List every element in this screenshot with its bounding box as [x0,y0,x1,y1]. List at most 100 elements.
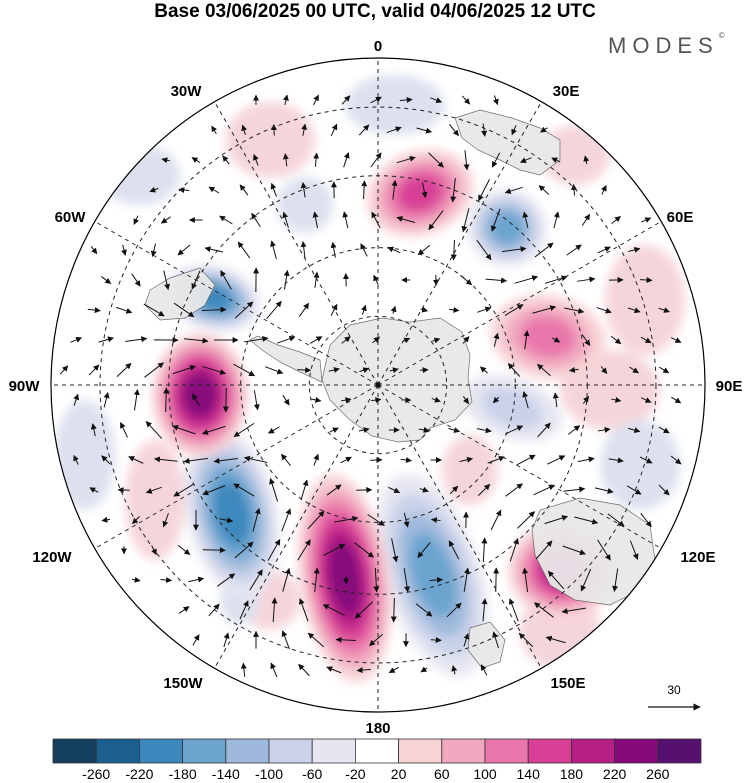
anomaly-positive-15E-contour [397,174,443,212]
wind-vector [532,305,557,314]
wind-vector [553,211,560,229]
wind-vector [360,243,368,257]
colorbar-tick-label: -180 [169,766,197,782]
wind-vector [581,213,591,226]
wind-vector [252,507,261,532]
wind-vector [372,336,381,344]
wind-vector [216,573,236,587]
wind-vector [388,666,399,674]
colorbar-tick-label: -260 [82,766,110,782]
wind-vector [358,124,370,136]
wind-vector [477,306,492,313]
wind-vector [313,453,320,466]
colorbar-swatch [95,738,140,764]
colorbar-swatch [182,738,227,764]
wind-vector [421,182,428,199]
wind-vector [161,157,171,164]
wind-vector [430,97,443,104]
wind-vector [415,603,433,617]
wind-vector [507,363,521,377]
wind-vector [568,366,579,373]
wind-vector [547,570,565,590]
wind-vector [233,363,256,377]
background-anomaly-patch [605,245,685,355]
anomaly-positive-80E-contour [520,316,576,358]
wind-vector [481,123,488,137]
wind-vector [241,124,247,135]
wind-vector [511,125,517,136]
wind-vector [361,304,367,315]
wind-vector [490,509,502,531]
colorbar-swatch [138,738,183,764]
wind-vector [163,387,170,413]
colorbar-tick-label: 140 [517,766,541,782]
wind-vector [192,393,200,407]
wind-vector [514,275,539,284]
wind-vector [267,426,280,434]
wind-vector [478,179,490,202]
wind-vector [428,152,444,168]
anomaly-positive-95W-contour [183,373,217,417]
wind-vector [540,126,548,133]
wind-vector [568,425,581,435]
wind-vector [328,367,340,373]
wind-vector [131,576,141,583]
wind-vector [269,477,279,502]
lon-label-60w: 60W [55,209,87,226]
wind-vector [120,421,128,438]
wind-vector [192,634,200,646]
wind-vector [597,426,611,433]
wind-vector [611,396,622,403]
wind-vector [490,208,501,232]
wind-vector [612,568,619,593]
wind-vector [149,186,159,193]
wind-vector [641,217,652,223]
wind-vector [580,568,592,592]
wind-vector [533,484,555,496]
wind-vector [271,597,278,623]
south-pole-marker [375,382,381,388]
wind-vector [340,456,352,464]
wind-vector [463,633,470,647]
wind-vector [208,186,220,194]
wind-vector [658,307,670,313]
wind-vector [87,307,101,314]
wind-vector [399,96,413,103]
wind-vector-layer [59,94,682,678]
wind-vector [671,396,682,404]
wind-vector [659,366,670,374]
wind-vector [449,123,459,137]
wind-vector [431,396,441,403]
wind-vector [282,211,289,228]
colorbar-swatch [484,738,529,764]
wind-vector [90,423,97,437]
background-anomaly-patch [277,177,333,233]
wind-vector [493,332,500,347]
lon-label-180: 180 [365,720,390,737]
latitude-circle [308,315,448,455]
wind-vector [307,632,325,648]
wind-vector [313,567,320,592]
wind-vector [450,240,457,261]
colorbar-swatch [225,738,270,764]
wind-vector [369,633,383,647]
wind-vector [449,485,459,495]
wind-vector [561,607,586,615]
wind-vector [485,277,508,284]
brand-logo: MODES© [608,31,725,58]
wind-vector [502,246,527,253]
wind-vector [281,453,291,467]
wind-vector [213,457,238,464]
wind-vector [448,427,461,433]
wind-vector [545,635,566,644]
wind-vector [403,568,410,593]
wind-vector [70,337,83,343]
wind-vector [307,510,325,530]
wind-vector [239,600,249,620]
wind-vector [243,455,268,463]
wind-vector [309,336,323,344]
wind-vector [391,538,399,563]
wind-vector [358,427,370,433]
wind-vector [600,366,608,375]
colorbar-tick-label: 60 [434,766,450,782]
